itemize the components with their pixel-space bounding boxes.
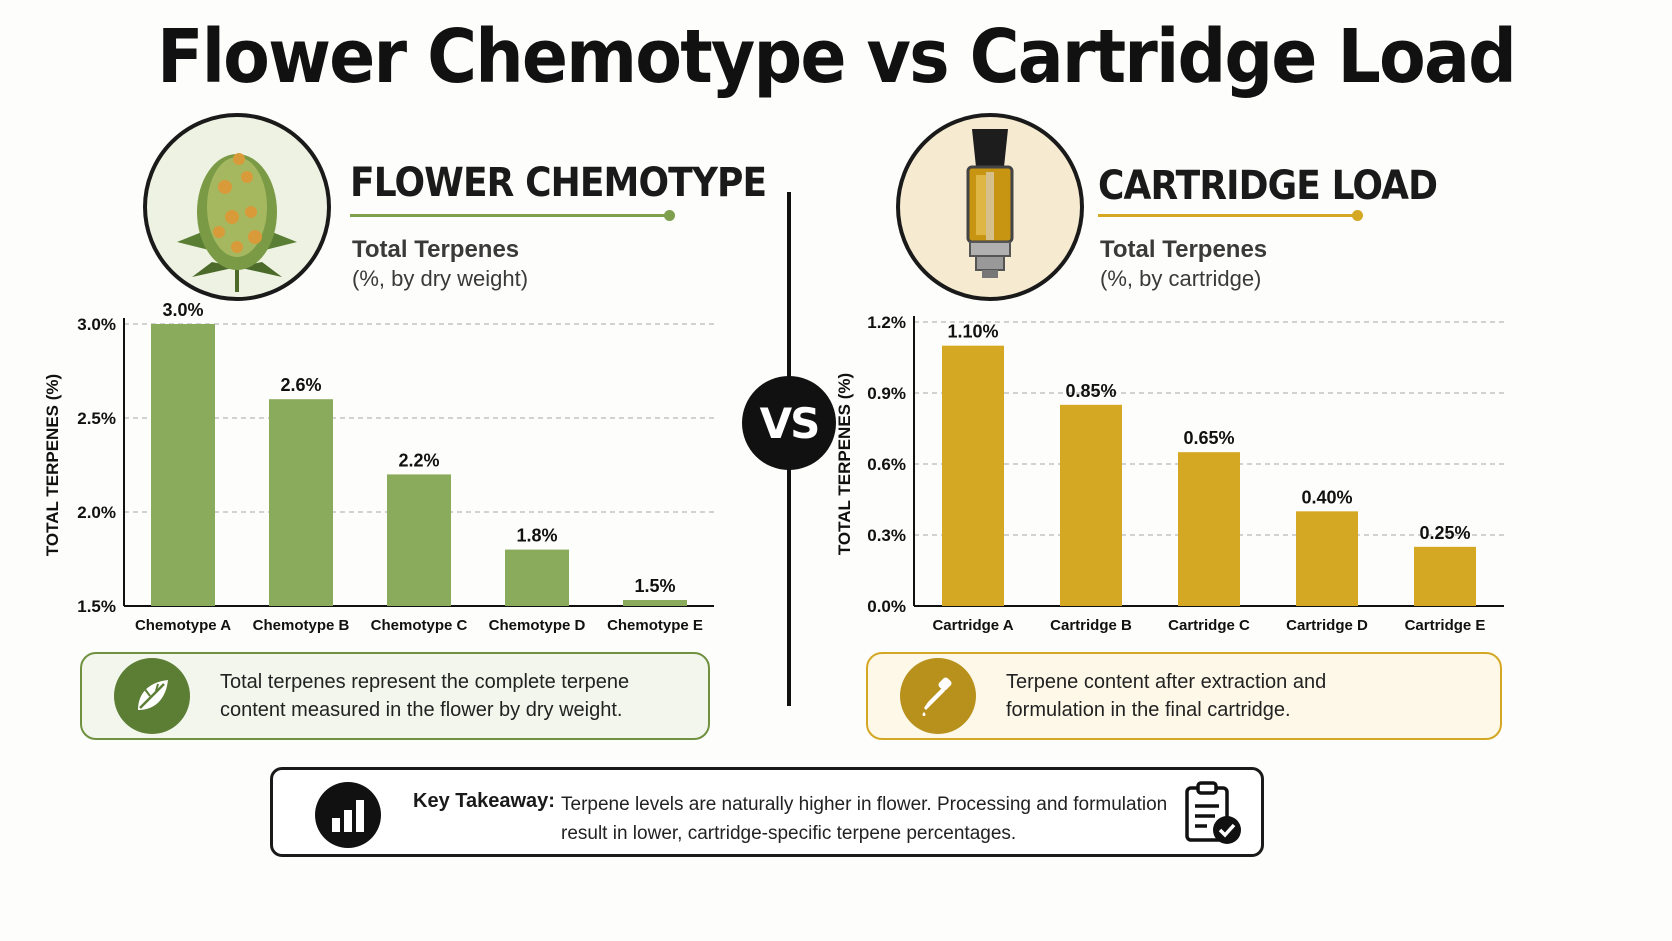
y-axis-label: TOTAL TERPENES (%) — [835, 373, 854, 555]
data-label: 1.10% — [947, 322, 998, 342]
y-tick-label: 3.0% — [77, 315, 116, 334]
bar — [151, 324, 215, 606]
data-label: 2.2% — [398, 450, 439, 470]
bar — [1060, 404, 1122, 606]
bar — [623, 600, 687, 606]
x-tick-label: Cartridge D — [1286, 617, 1368, 634]
flower-subtitle: Total Terpenes — [352, 236, 520, 263]
y-tick-label: 0.9% — [867, 384, 906, 403]
y-tick-label: 0.0% — [867, 597, 906, 616]
x-tick-label: Cartridge B — [1050, 617, 1132, 634]
data-label: 0.40% — [1301, 487, 1352, 507]
y-tick-label: 0.3% — [867, 526, 906, 545]
dropper-icon — [900, 658, 976, 734]
data-label: 1.5% — [634, 576, 675, 596]
flower-heading-underline — [350, 210, 675, 221]
y-tick-label: 0.6% — [867, 455, 906, 474]
bar — [1414, 546, 1476, 606]
main-title: Flower Chemotype vs Cartridge Load — [157, 14, 1517, 100]
takeaway-box: Key Takeaway: Terpene levels are natural… — [270, 767, 1264, 857]
bar — [269, 399, 333, 606]
data-label: 0.65% — [1183, 428, 1234, 448]
vs-badge: VS — [742, 376, 836, 470]
flower-heading: FLOWER CHEMOTYPE — [350, 160, 767, 206]
x-tick-label: Cartridge A — [932, 617, 1013, 634]
y-tick-label: 2.0% — [77, 503, 116, 522]
y-tick-label: 1.5% — [77, 597, 116, 616]
cartridge-subtitle: Total Terpenes — [1100, 236, 1268, 263]
cartridge-note-box: Terpene content after extraction and for… — [866, 652, 1502, 740]
cartridge-heading: CARTRIDGE LOAD — [1098, 163, 1438, 209]
data-label: 0.25% — [1419, 523, 1470, 543]
cartridge-subnote: (%, by cartridge) — [1100, 266, 1262, 291]
y-axis-label: TOTAL TERPENES (%) — [43, 374, 62, 556]
bar — [942, 345, 1004, 606]
clipboard-check-icon — [1181, 780, 1245, 853]
cartridge-heading-underline — [1098, 210, 1363, 221]
flower-subnote: (%, by dry weight) — [352, 266, 529, 291]
flower-note-box: Total terpenes represent the complete te… — [80, 652, 710, 740]
y-tick-label: 1.2% — [867, 313, 906, 332]
takeaway-text: Terpene levels are naturally higher in f… — [561, 794, 1168, 844]
x-tick-label: Chemotype B — [253, 617, 350, 634]
x-tick-label: Chemotype C — [371, 617, 468, 634]
leaf-icon — [114, 658, 190, 734]
x-tick-label: Cartridge C — [1168, 617, 1250, 634]
bar — [1178, 452, 1240, 606]
data-label: 3.0% — [162, 300, 203, 320]
x-tick-label: Chemotype D — [489, 617, 586, 634]
bar — [1296, 511, 1358, 606]
bar — [387, 474, 451, 606]
flower-image — [143, 113, 331, 301]
flower-note-text: Total terpenes represent the complete te… — [220, 671, 630, 721]
cartridge-image — [896, 113, 1084, 301]
cartridge-note-text: Terpene content after extraction and for… — [1006, 671, 1327, 721]
takeaway-label: Key Takeaway: — [413, 790, 555, 812]
x-tick-label: Chemotype E — [607, 617, 703, 634]
cannabis-bud-icon — [177, 153, 297, 292]
data-label: 2.6% — [280, 375, 321, 395]
flower-terpene-chart: 1.5% 2.0% 2.5% 3.0% TOTAL TERPENES (%) 3.0% Ch… — [43, 300, 714, 634]
vape-cartridge-icon — [966, 129, 1014, 278]
bar-chart-icon — [315, 782, 381, 848]
x-tick-label: Cartridge E — [1405, 617, 1486, 634]
cartridge-terpene-chart: 0.0% 0.3% 0.6% 0.9% 1.2% TOTAL TERPENES (%) 1.… — [835, 313, 1504, 634]
bar — [505, 549, 569, 606]
y-tick-label: 2.5% — [77, 409, 116, 428]
x-tick-label: Chemotype A — [135, 617, 231, 634]
data-label: 1.8% — [516, 526, 557, 546]
data-label: 0.85% — [1065, 381, 1116, 401]
